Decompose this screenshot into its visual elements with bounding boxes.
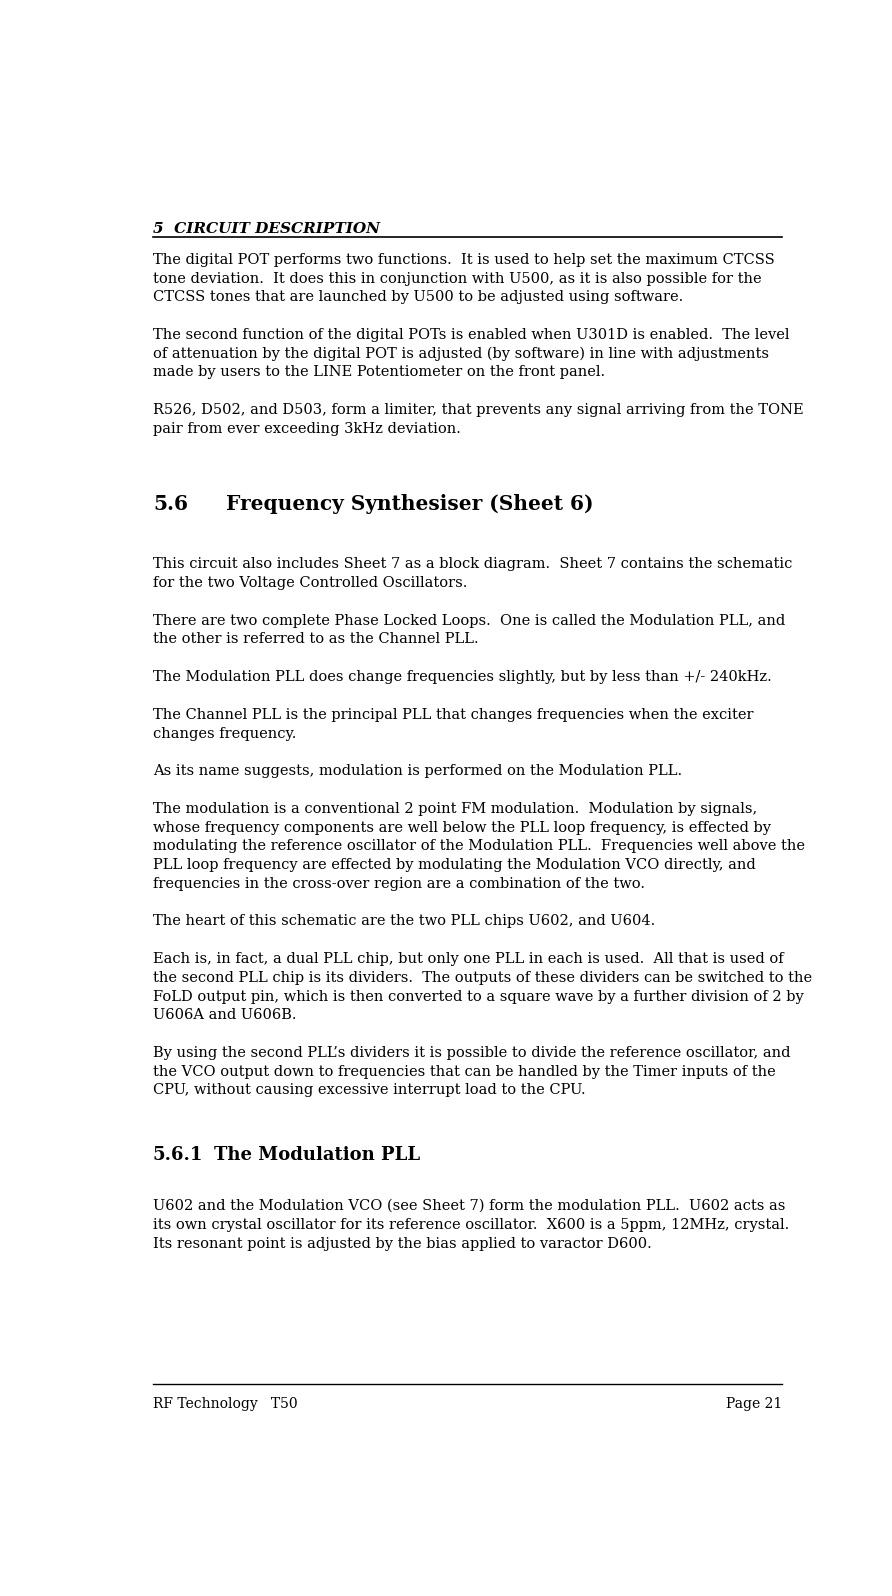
Text: Each is, in fact, a dual PLL chip, but only one PLL in each is used.  All that i: Each is, in fact, a dual PLL chip, but o…	[153, 953, 783, 966]
Text: R526, D502, and D503, form a limiter, that prevents any signal arriving from the: R526, D502, and D503, form a limiter, th…	[153, 404, 804, 417]
Text: The Modulation PLL does change frequencies slightly, but by less than +/- 240kHz: The Modulation PLL does change frequenci…	[153, 670, 772, 685]
Text: The modulation is a conventional 2 point FM modulation.  Modulation by signals,: The modulation is a conventional 2 point…	[153, 803, 757, 816]
Text: of attenuation by the digital POT is adjusted (by software) in line with adjustm: of attenuation by the digital POT is adj…	[153, 346, 769, 361]
Text: Page 21: Page 21	[726, 1396, 782, 1411]
Text: the other is referred to as the Channel PLL.: the other is referred to as the Channel …	[153, 632, 479, 646]
Text: There are two complete Phase Locked Loops.  One is called the Modulation PLL, an: There are two complete Phase Locked Loop…	[153, 614, 785, 627]
Text: By using the second PLL’s dividers it is possible to divide the reference oscill: By using the second PLL’s dividers it is…	[153, 1045, 790, 1060]
Text: tone deviation.  It does this in conjunction with U500, as it is also possible f: tone deviation. It does this in conjunct…	[153, 271, 762, 286]
Text: The Channel PLL is the principal PLL that changes frequencies when the exciter: The Channel PLL is the principal PLL tha…	[153, 709, 754, 721]
Text: pair from ever exceeding 3kHz deviation.: pair from ever exceeding 3kHz deviation.	[153, 421, 461, 436]
Text: U602 and the Modulation VCO (see Sheet 7) form the modulation PLL.  U602 acts as: U602 and the Modulation VCO (see Sheet 7…	[153, 1199, 785, 1213]
Text: changes frequency.: changes frequency.	[153, 726, 296, 741]
Text: for the two Voltage Controlled Oscillators.: for the two Voltage Controlled Oscillato…	[153, 576, 467, 591]
Text: CTCSS tones that are launched by U500 to be adjusted using software.: CTCSS tones that are launched by U500 to…	[153, 290, 683, 305]
Text: As its name suggests, modulation is performed on the Modulation PLL.: As its name suggests, modulation is perf…	[153, 764, 682, 779]
Text: made by users to the LINE Potentiometer on the front panel.: made by users to the LINE Potentiometer …	[153, 365, 605, 380]
Text: 5.6: 5.6	[153, 493, 188, 514]
Text: Frequency Synthesiser (Sheet 6): Frequency Synthesiser (Sheet 6)	[226, 493, 593, 514]
Text: 5  CIRCUIT DESCRIPTION: 5 CIRCUIT DESCRIPTION	[153, 222, 380, 236]
Text: the VCO output down to frequencies that can be handled by the Timer inputs of th: the VCO output down to frequencies that …	[153, 1065, 776, 1079]
Text: RF Technology   T50: RF Technology T50	[153, 1396, 298, 1411]
Text: The heart of this schematic are the two PLL chips U602, and U604.: The heart of this schematic are the two …	[153, 915, 656, 929]
Text: CPU, without causing excessive interrupt load to the CPU.: CPU, without causing excessive interrupt…	[153, 1084, 586, 1098]
Text: whose frequency components are well below the PLL loop frequency, is effected by: whose frequency components are well belo…	[153, 820, 771, 835]
Text: FoLD output pin, which is then converted to a square wave by a further division : FoLD output pin, which is then converted…	[153, 990, 804, 1004]
Text: This circuit also includes Sheet 7 as a block diagram.  Sheet 7 contains the sch: This circuit also includes Sheet 7 as a …	[153, 557, 792, 571]
Text: The second function of the digital POTs is enabled when U301D is enabled.  The l: The second function of the digital POTs …	[153, 329, 789, 342]
Text: The digital POT performs two functions.  It is used to help set the maximum CTCS: The digital POT performs two functions. …	[153, 254, 775, 267]
Text: frequencies in the cross-over region are a combination of the two.: frequencies in the cross-over region are…	[153, 876, 645, 891]
Text: 5.6.1: 5.6.1	[153, 1146, 203, 1163]
Text: its own crystal oscillator for its reference oscillator.  X600 is a 5ppm, 12MHz,: its own crystal oscillator for its refer…	[153, 1218, 789, 1232]
Text: modulating the reference oscillator of the Modulation PLL.  Frequencies well abo: modulating the reference oscillator of t…	[153, 839, 805, 854]
Text: The Modulation PLL: The Modulation PLL	[214, 1146, 420, 1163]
Text: Its resonant point is adjusted by the bias applied to varactor D600.: Its resonant point is adjusted by the bi…	[153, 1237, 652, 1251]
Text: U606A and U606B.: U606A and U606B.	[153, 1009, 296, 1021]
Text: the second PLL chip is its dividers.  The outputs of these dividers can be switc: the second PLL chip is its dividers. The…	[153, 970, 812, 985]
Text: PLL loop frequency are effected by modulating the Modulation VCO directly, and: PLL loop frequency are effected by modul…	[153, 859, 756, 871]
